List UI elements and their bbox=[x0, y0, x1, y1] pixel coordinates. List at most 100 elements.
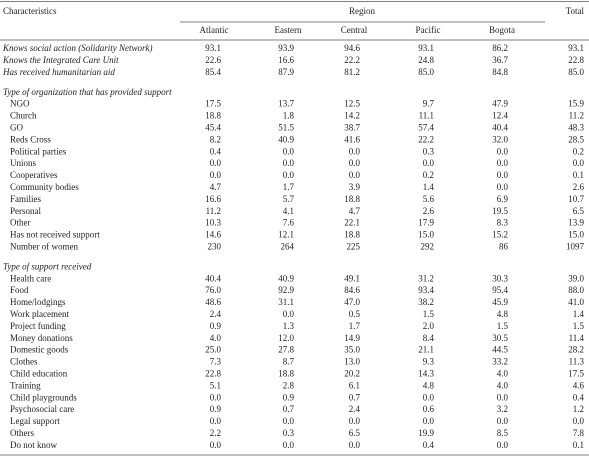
cell-value: 1.7 bbox=[283, 182, 295, 192]
row-label: Others bbox=[10, 428, 34, 438]
cell-value: 22.8 bbox=[568, 55, 584, 65]
header-characteristics: Characteristics bbox=[3, 6, 57, 16]
cell-value: 32.0 bbox=[492, 134, 508, 144]
cell-value: 0.4 bbox=[573, 392, 585, 402]
cell-value: 4.1 bbox=[283, 206, 294, 216]
cell-value: 2.0 bbox=[423, 321, 435, 331]
cell-value: 84.6 bbox=[344, 285, 360, 295]
cell-value: 41.0 bbox=[568, 297, 584, 307]
cell-value: 87.9 bbox=[278, 67, 294, 77]
cell-value: 31.1 bbox=[278, 297, 294, 307]
row-label: Knows social action (Solidarity Network) bbox=[2, 43, 153, 53]
cell-value: 2.4 bbox=[349, 404, 361, 414]
cell-value: 15.9 bbox=[568, 99, 584, 109]
cell-value: 10.3 bbox=[205, 218, 221, 228]
cell-value: 1.4 bbox=[423, 182, 435, 192]
column-header: Atlantic bbox=[200, 25, 229, 35]
cell-value: 0.0 bbox=[283, 416, 295, 426]
cell-value: 0.0 bbox=[349, 170, 361, 180]
row-label: Do not know bbox=[10, 440, 58, 450]
cell-value: 15.0 bbox=[568, 230, 584, 240]
cell-value: 16.6 bbox=[205, 194, 221, 204]
cell-value: 19.9 bbox=[418, 428, 434, 438]
cell-value: 6.9 bbox=[497, 194, 509, 204]
cell-value: 19.5 bbox=[492, 206, 508, 216]
cell-value: 18.8 bbox=[344, 230, 360, 240]
cell-value: 22.1 bbox=[344, 218, 360, 228]
cell-value: 1.7 bbox=[349, 321, 361, 331]
cell-value: 14.2 bbox=[344, 111, 360, 121]
cell-value: 4.0 bbox=[497, 368, 509, 378]
cell-value: 48.3 bbox=[568, 122, 584, 132]
cell-value: 8.7 bbox=[283, 357, 295, 367]
cell-value: 39.0 bbox=[568, 273, 584, 283]
row-label: Number of women bbox=[10, 241, 78, 251]
row-label: Cooperatives bbox=[10, 170, 58, 180]
cell-value: 8.2 bbox=[210, 134, 221, 144]
cell-value: 44.5 bbox=[492, 345, 508, 355]
cell-value: 41.6 bbox=[344, 134, 360, 144]
cell-value: 7.3 bbox=[210, 357, 222, 367]
cell-value: 40.4 bbox=[492, 122, 508, 132]
cell-value: 36.7 bbox=[492, 55, 508, 65]
cell-value: 40.9 bbox=[278, 134, 294, 144]
row-label: Has received humanitarian aid bbox=[2, 67, 115, 77]
row-label: Health care bbox=[10, 273, 51, 283]
cell-value: 51.5 bbox=[278, 122, 294, 132]
cell-value: 93.1 bbox=[418, 43, 434, 53]
row-label: Reds Cross bbox=[10, 134, 51, 144]
cell-value: 2.8 bbox=[283, 380, 295, 390]
cell-value: 9.3 bbox=[423, 357, 435, 367]
row-label: Training bbox=[10, 380, 41, 390]
cell-value: 0.0 bbox=[283, 309, 295, 319]
row-label: Food bbox=[10, 285, 29, 295]
cell-value: 18.8 bbox=[344, 194, 360, 204]
cell-value: 0.0 bbox=[210, 158, 222, 168]
cell-value: 0.0 bbox=[349, 416, 361, 426]
cell-value: 12.5 bbox=[344, 99, 360, 109]
row-label: Other bbox=[10, 218, 31, 228]
cell-value: 85.0 bbox=[418, 67, 434, 77]
cell-value: 47.9 bbox=[492, 99, 508, 109]
cell-value: 0.0 bbox=[573, 158, 585, 168]
cell-value: 17.5 bbox=[205, 99, 221, 109]
cell-value: 1.5 bbox=[423, 309, 435, 319]
cell-value: 35.0 bbox=[344, 345, 360, 355]
cell-value: 45.4 bbox=[205, 122, 221, 132]
row-label: Unions bbox=[10, 158, 37, 168]
cell-value: 30.3 bbox=[492, 273, 508, 283]
cell-value: 38.2 bbox=[418, 297, 434, 307]
cell-value: 13.7 bbox=[278, 99, 294, 109]
cell-value: 0.0 bbox=[423, 416, 435, 426]
cell-value: 1.3 bbox=[283, 321, 295, 331]
cell-value: 0.0 bbox=[497, 392, 509, 402]
cell-value: 4.7 bbox=[349, 206, 361, 216]
cell-value: 0.0 bbox=[283, 158, 295, 168]
cell-value: 1097 bbox=[566, 241, 585, 251]
cell-value: 3.2 bbox=[497, 404, 508, 414]
cell-value: 8.4 bbox=[423, 333, 435, 343]
cell-value: 11.4 bbox=[569, 333, 585, 343]
cell-value: 85.0 bbox=[568, 67, 584, 77]
row-label: Legal support bbox=[10, 416, 60, 426]
cell-value: 0.1 bbox=[573, 440, 584, 450]
cell-value: 86.2 bbox=[492, 43, 508, 53]
cell-value: 0.0 bbox=[497, 416, 509, 426]
cell-value: 93.9 bbox=[278, 43, 294, 53]
cell-value: 18.8 bbox=[205, 111, 221, 121]
row-label: Project funding bbox=[10, 321, 66, 331]
cell-value: 0.7 bbox=[349, 392, 361, 402]
header-region: Region bbox=[349, 6, 375, 16]
cell-value: 0.0 bbox=[210, 440, 222, 450]
cell-value: 21.1 bbox=[418, 345, 434, 355]
section-title: Type of organization that has provided s… bbox=[3, 87, 172, 97]
cell-value: 0.4 bbox=[423, 440, 435, 450]
cell-value: 22.8 bbox=[205, 368, 221, 378]
row-label: Child education bbox=[10, 368, 68, 378]
cell-value: 5.6 bbox=[423, 194, 435, 204]
cell-value: 84.8 bbox=[492, 67, 508, 77]
cell-value: 0.0 bbox=[423, 158, 435, 168]
cell-value: 0.0 bbox=[283, 146, 295, 156]
cell-value: 0.0 bbox=[283, 170, 295, 180]
